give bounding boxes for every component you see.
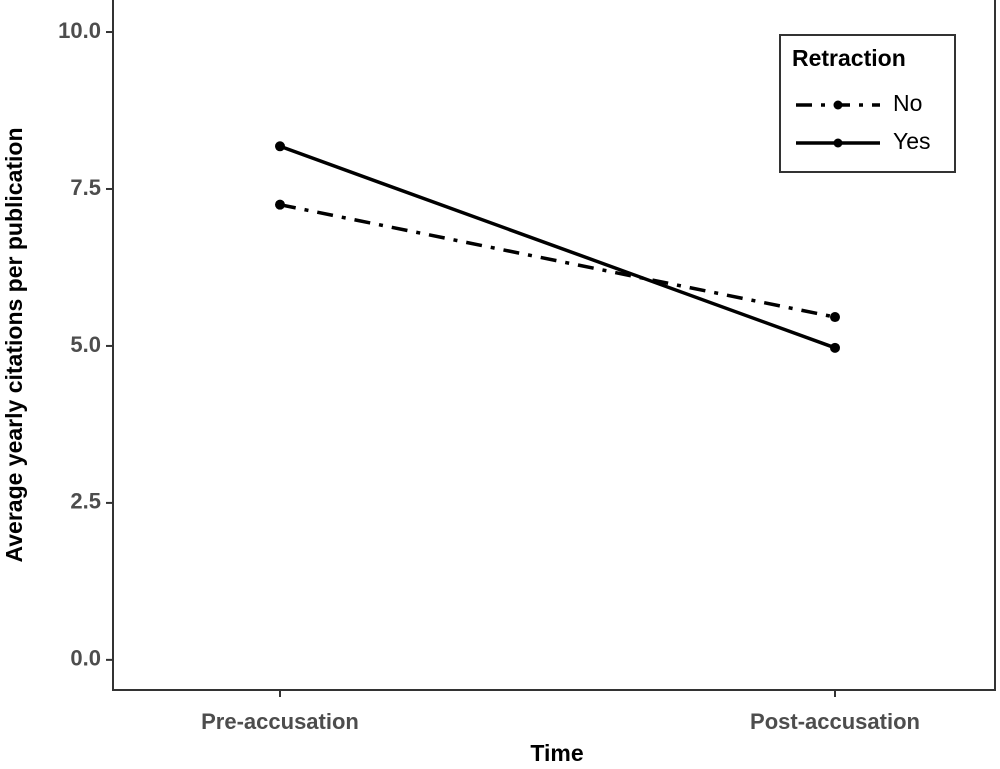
series-line — [279, 202, 836, 319]
x-tick-label: Post-accusation — [750, 709, 920, 734]
data-point — [275, 141, 285, 152]
legend-label: No — [893, 90, 922, 116]
data-point — [830, 312, 840, 323]
legend-key-point — [833, 138, 843, 148]
legend-key-point — [833, 100, 843, 110]
legend-label: Yes — [893, 128, 931, 154]
y-tick-label: 7.5 — [70, 175, 101, 200]
series-line — [279, 144, 836, 350]
y-tick-label: 10.0 — [58, 18, 101, 43]
x-axis-title: Time — [530, 740, 583, 766]
legend-title: Retraction — [792, 45, 906, 71]
y-tick-label: 2.5 — [70, 489, 101, 514]
data-point — [275, 199, 285, 210]
y-axis-title: Average yearly citations per publication — [1, 127, 27, 562]
y-tick-label: 5.0 — [70, 332, 101, 357]
data-point — [830, 342, 840, 353]
x-tick-label: Pre-accusation — [201, 709, 359, 734]
y-tick-label: 0.0 — [70, 646, 101, 671]
